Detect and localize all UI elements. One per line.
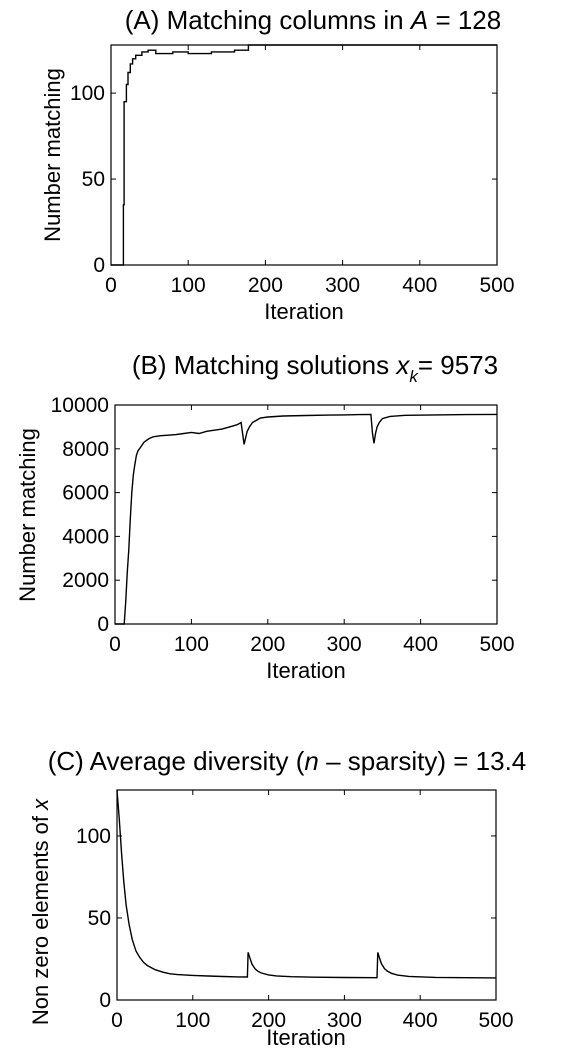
panel-a: (A) Matching columns in A = 128 0 100 200 3… [40, 5, 515, 324]
panel-a-x-tick-label: 200 [248, 274, 283, 297]
panel-c-x-tick-label: 500 [478, 1009, 513, 1032]
panel-b-ticks: 0 100 200 300 400 500 0 2000 4000 6000 8000 10000 [51, 394, 515, 656]
panel-a-x-tick-label: 100 [171, 274, 206, 297]
panel-a-plot-frame [110, 44, 498, 266]
panel-b-x-tick-label: 200 [250, 633, 285, 656]
panel-c-ticks: 0 100 200 300 400 500 0 50 100 [76, 790, 514, 1032]
panel-b-x-tick-label: 100 [174, 633, 209, 656]
panel-a-series-line [111, 44, 497, 266]
panel-c-plot-frame [116, 789, 497, 1001]
panel-c-x-tick-label: 200 [251, 1009, 286, 1032]
panel-b: (B) Matching solutions xk= 9573 0 100 200 3… [15, 350, 515, 683]
panel-a-ticks: 0 100 200 300 400 500 0 50 100 [70, 45, 515, 297]
panel-b-x-tick-label: 300 [327, 633, 362, 656]
panel-c-x-tick-label: 100 [175, 1009, 210, 1032]
panel-a-x-tick-label: 500 [479, 274, 514, 297]
panel-b-y-tick-label: 0 [97, 613, 109, 636]
panel-c-x-tick-label: 300 [327, 1009, 362, 1032]
panel-b-x-tick-label: 0 [109, 633, 121, 656]
panel-c-title: (C) Average diversity (n – sparsity) = 1… [48, 746, 527, 776]
panel-a-x-tick-label: 0 [105, 274, 117, 297]
panel-b-title: (B) Matching solutions xk= 9573 [132, 350, 498, 386]
panel-c-y-axis-label: Non zero elements of x [28, 798, 53, 1025]
panel-a-y-tick-label: 50 [82, 168, 105, 191]
panel-b-y-axis-label: Number matching [15, 428, 40, 602]
panel-b-y-tick-label: 8000 [62, 438, 109, 461]
panel-b-y-tick-label: 4000 [62, 525, 109, 548]
panel-b-x-tick-label: 500 [479, 633, 514, 656]
panel-b-x-axis-label: Iteration [266, 658, 346, 683]
panel-a-y-tick-label: 0 [93, 254, 105, 277]
panel-a-y-tick-label: 100 [70, 82, 105, 105]
panel-a-x-tick-label: 300 [325, 274, 360, 297]
panel-c-y-tick-label: 0 [99, 989, 111, 1012]
panel-c: (C) Average diversity (n – sparsity) = 1… [28, 746, 526, 1050]
panel-c-x-tick-label: 0 [111, 1009, 123, 1032]
panel-c-y-tick-label: 50 [88, 907, 111, 930]
panel-b-y-tick-label: 2000 [62, 569, 109, 592]
panel-a-x-tick-label: 400 [402, 274, 437, 297]
panel-c-series-line [116, 789, 497, 979]
panel-c-y-tick-label: 100 [76, 825, 111, 848]
panel-a-y-axis-label: Number matching [40, 68, 65, 242]
panel-b-series-line [115, 413, 498, 625]
panel-c-x-tick-label: 400 [403, 1009, 438, 1032]
panel-b-y-tick-label: 6000 [62, 482, 109, 505]
panel-c-x-axis-label: Iteration [266, 1025, 346, 1050]
panel-b-plot-frame [114, 404, 498, 625]
panel-a-x-axis-label: Iteration [264, 299, 344, 324]
panel-b-y-tick-label: 10000 [51, 394, 109, 417]
panel-a-title: (A) Matching columns in A = 128 [125, 5, 501, 35]
panel-b-x-tick-label: 400 [403, 633, 438, 656]
